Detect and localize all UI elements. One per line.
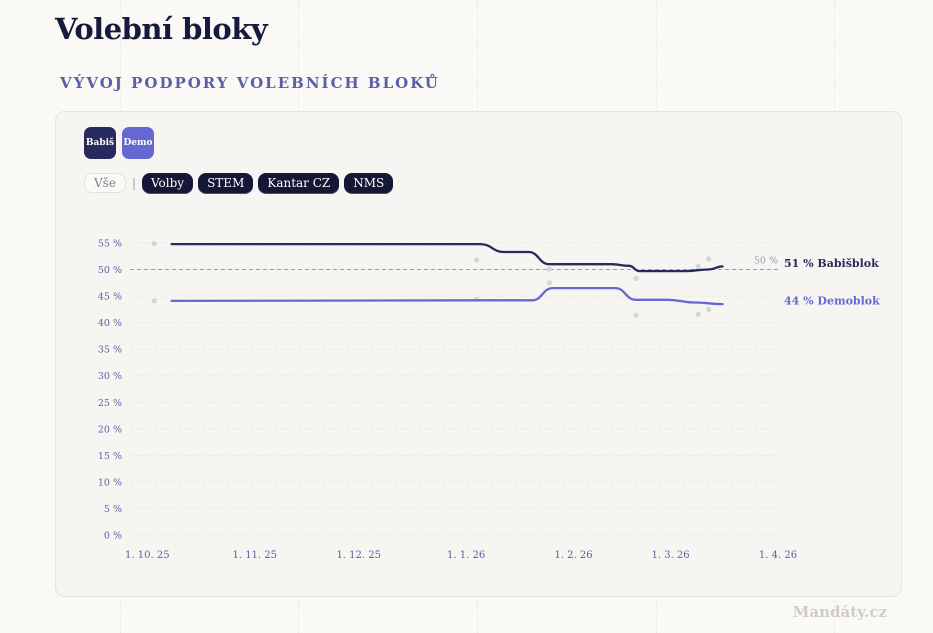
filter-nms-button[interactable]: NMS xyxy=(344,173,394,193)
y-tick-label: 50 % xyxy=(98,265,122,276)
chart-card xyxy=(55,111,902,597)
series-line-demoblok xyxy=(170,286,724,306)
poll-point xyxy=(633,275,639,282)
poll-point xyxy=(633,312,639,318)
x-tick-label: 1. 12. 25 xyxy=(336,550,381,561)
legend-toggle-demo[interactable]: Demo xyxy=(122,127,154,159)
source-filter-bar: Vše | Volby STEM Kantar CZ NMS xyxy=(84,173,394,193)
y-tick-label: 35 % xyxy=(98,345,122,356)
y-tick-label: 15 % xyxy=(98,451,122,462)
y-tick-label: 45 % xyxy=(98,292,122,303)
y-tick-label: 55 % xyxy=(98,239,122,250)
poll-point xyxy=(473,257,480,263)
x-tick-label: 1. 4. 26 xyxy=(759,550,797,561)
x-tick-label: 1. 10. 25 xyxy=(125,550,170,561)
series-line-babisblok xyxy=(170,242,724,273)
poll-point xyxy=(151,298,157,304)
x-tick-label: 1. 11. 25 xyxy=(232,550,277,561)
poll-point xyxy=(706,256,712,262)
y-tick-label: 40 % xyxy=(98,318,122,329)
poll-point xyxy=(546,280,552,286)
y-tick-label: 5 % xyxy=(104,504,122,515)
series-end-label: 51 % Babišblok xyxy=(784,257,879,270)
poll-point xyxy=(706,306,712,312)
y-tick-label: 20 % xyxy=(98,424,122,435)
watermark: Mandáty.cz xyxy=(792,603,887,621)
filter-separator: | xyxy=(131,176,136,190)
y-tick-label: 10 % xyxy=(98,477,122,488)
y-tick-label: 0 % xyxy=(104,531,122,542)
poll-point xyxy=(151,240,157,247)
x-tick-label: 1. 2. 26 xyxy=(554,550,592,561)
series-end-label: 44 % Demoblok xyxy=(784,295,880,308)
x-tick-label: 1. 3. 26 xyxy=(651,550,689,561)
x-tick-label: 1. 1. 26 xyxy=(447,550,485,561)
filter-all-button[interactable]: Vše xyxy=(84,173,126,193)
filter-stem-button[interactable]: STEM xyxy=(198,173,254,193)
filter-kantar-button[interactable]: Kantar CZ xyxy=(258,173,340,193)
poll-point xyxy=(546,266,552,272)
poll-point xyxy=(695,263,701,269)
section-title: VÝVOJ PODPORY VOLEBNÍCH BLOKŮ xyxy=(60,74,440,92)
filter-volby-button[interactable]: Volby xyxy=(141,173,194,193)
page-title: Volební bloky xyxy=(55,12,268,46)
y-tick-label: 30 % xyxy=(98,371,122,382)
y-tick-label: 25 % xyxy=(98,398,122,409)
legend-toggle-babis[interactable]: Babiš xyxy=(84,127,116,159)
poll-point xyxy=(695,311,701,317)
reference-line-label: 50 % xyxy=(754,256,778,267)
